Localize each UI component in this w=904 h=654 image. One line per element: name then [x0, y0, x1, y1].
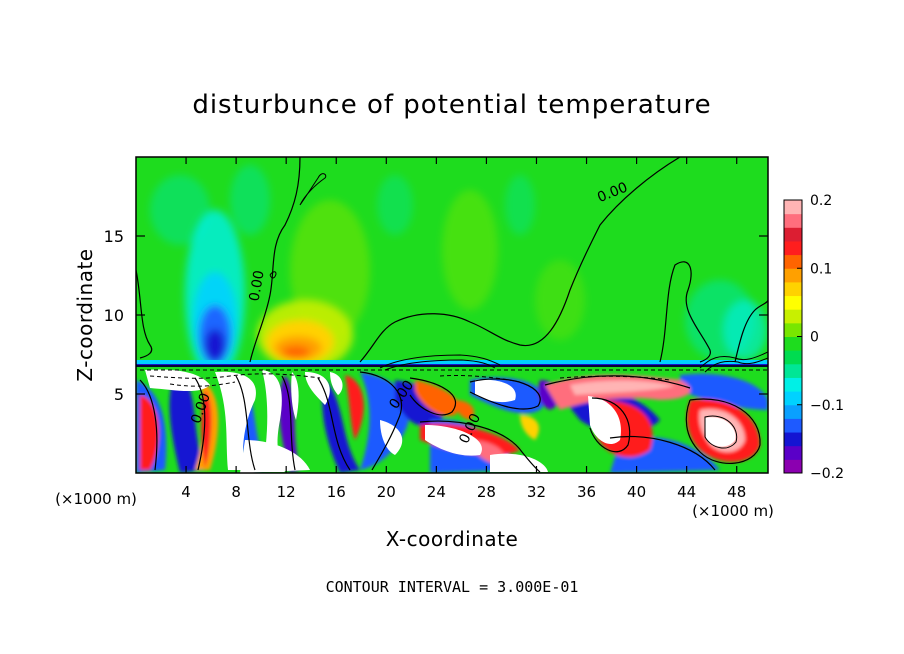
x-tick-label: 44: [677, 483, 696, 501]
colorbar-swatch: [784, 213, 802, 228]
colorbar-swatch: [784, 240, 802, 256]
colorbar-swatch: [784, 350, 802, 365]
plot-area: [136, 157, 768, 473]
colorbar-swatch: [784, 254, 802, 269]
x-tick-label: 12: [277, 483, 296, 501]
colorbar-swatch: [784, 227, 802, 242]
colorbar-swatch: [784, 432, 802, 447]
colorbar: 0.2 0.1 0 −0.1 −0.2: [783, 193, 844, 482]
upper-field-patches: [150, 165, 767, 380]
y-tick-label: 5: [114, 385, 124, 404]
colorbar-swatch: [784, 377, 802, 392]
x-axis: 4 8 12 16 20 24 28 32 36 40 44 48: [181, 157, 746, 501]
colorbar-swatch: [784, 445, 802, 460]
colorbar-swatch: [784, 363, 802, 378]
colorbar-swatch: [784, 200, 802, 215]
x-tick-label: 20: [377, 483, 396, 501]
x-unit-right: (×1000 m): [692, 502, 774, 520]
white-patches: [145, 369, 736, 473]
x-tick-label: 16: [327, 483, 346, 501]
y-tick-label: 10: [104, 306, 124, 325]
x-unit-left: (×1000 m): [55, 490, 137, 508]
interface-band-cyan: [136, 360, 768, 365]
colorbar-swatch: [784, 336, 802, 351]
colorbar-swatch: [784, 391, 802, 406]
contour-label: 0.00: [247, 269, 268, 302]
x-tick-label: 48: [727, 483, 746, 501]
colorbar-swatch: [784, 281, 802, 297]
colorbar-swatch: [784, 418, 802, 433]
colorbar-tick-label: 0.1: [810, 261, 832, 277]
colorbar-tick-label: 0: [810, 330, 819, 346]
y-axis: 5 10 15: [104, 227, 768, 404]
colorbar-swatch: [784, 295, 802, 310]
colorbar-tick-label: −0.1: [810, 398, 844, 414]
colorbar-tick-label: 0.2: [810, 193, 832, 209]
y-tick-label: 15: [104, 227, 124, 246]
x-tick-label: 36: [577, 483, 596, 501]
y-axis-title: Z-coordinate: [73, 248, 97, 381]
x-tick-label: 28: [477, 483, 496, 501]
x-tick-label: 8: [231, 483, 241, 501]
x-tick-label: 32: [527, 483, 546, 501]
chart-title: disturbunce of potential temperature: [192, 90, 711, 120]
x-tick-label: 4: [181, 483, 191, 501]
dashed-contours: [140, 369, 768, 387]
colorbar-tick-label: −0.2: [810, 466, 844, 482]
x-tick-label: 40: [627, 483, 646, 501]
contour-interval-note: CONTOUR INTERVAL = 3.000E-01: [326, 578, 579, 596]
x-axis-title: X-coordinate: [386, 527, 519, 551]
colorbar-swatch: [784, 309, 802, 324]
x-tick-label: 24: [427, 483, 446, 501]
colorbar-swatch: [784, 268, 802, 283]
contour-lines: [136, 157, 768, 473]
colorbar-swatch: [784, 404, 802, 419]
colorbar-swatch: [784, 459, 802, 474]
colorbar-swatch: [784, 322, 802, 337]
